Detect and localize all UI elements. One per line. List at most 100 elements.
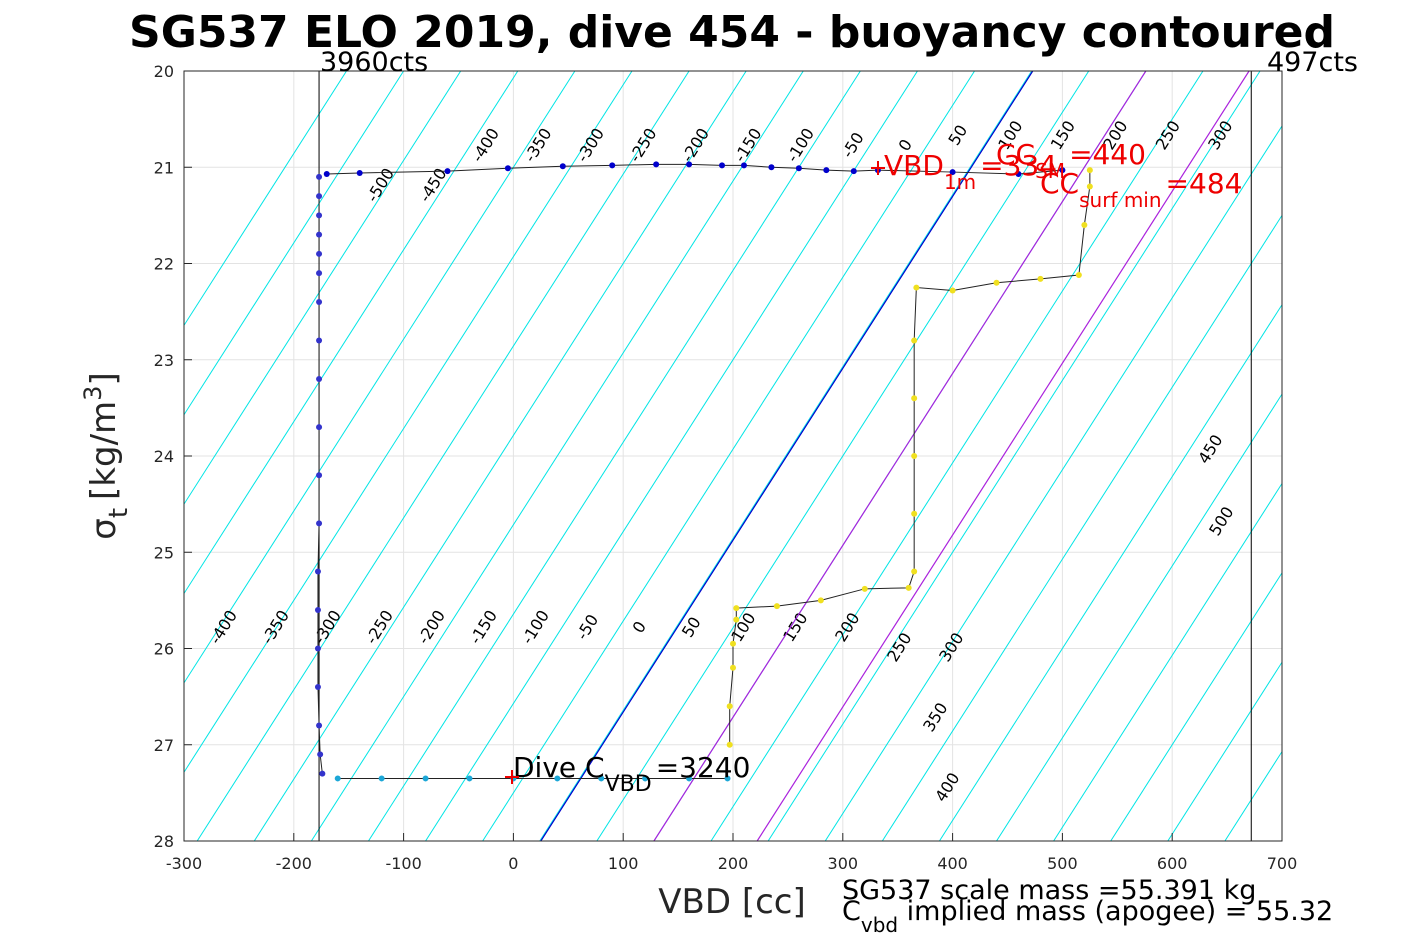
contour-line [253, 71, 747, 841]
implied-mass-text: Cvbd implied mass (apogee) = 55.32 [842, 896, 1333, 937]
y-tick-label: 27 [154, 736, 174, 755]
track-point [795, 165, 802, 172]
track-point [314, 684, 321, 690]
track-point [642, 775, 649, 782]
x-tick-label: -200 [276, 854, 312, 873]
contour-line [596, 71, 1090, 841]
marker-vbd-1m [871, 161, 885, 175]
track-point [356, 170, 363, 177]
svg-text:CCsurf min=484: CCsurf min =484 [1040, 167, 1242, 212]
x-tick-label: 500 [1047, 854, 1078, 873]
contour-line [310, 71, 804, 841]
track-point [730, 664, 736, 671]
track-line [326, 163, 1063, 175]
track-point [773, 603, 780, 610]
implied-text: implied mass (apogee) = 55.32 [898, 896, 1333, 927]
track-point [1081, 222, 1088, 228]
contour-line [1396, 71, 1417, 841]
vbd-1m-main: VBD [884, 149, 944, 182]
contour-line [1110, 571, 1282, 841]
track-point [730, 640, 736, 647]
contour-line [824, 125, 1282, 841]
track-point [314, 607, 321, 613]
contour-line [1053, 482, 1282, 841]
vline-label-right: 497cts [1267, 47, 1358, 78]
contour-line [482, 71, 975, 841]
dive-c-sub: VBD [605, 772, 652, 797]
track-point [319, 770, 326, 777]
annotation-vbd-1m: VBD1m =334 [884, 149, 1057, 194]
y-label-close: ] [84, 372, 124, 385]
track-point [554, 775, 561, 782]
scale-mass-text: SG537 scale mass =55.391 kg [842, 875, 1256, 906]
track-point [724, 775, 731, 782]
track-point [314, 645, 321, 652]
track-point [726, 741, 733, 748]
track-point [653, 161, 660, 168]
track-point [911, 568, 918, 575]
track-point [466, 775, 473, 782]
track-point [911, 510, 918, 517]
track-point [1086, 183, 1093, 190]
contour-line [184, 71, 405, 416]
contour-line [996, 393, 1282, 841]
contour-line [881, 214, 1282, 841]
x-tick-label: 700 [1267, 854, 1298, 873]
track-point [733, 605, 740, 612]
contour-line [184, 71, 633, 774]
cc-sm-main: CC [996, 138, 1035, 171]
contour-line [767, 71, 1261, 841]
y-label-sup: 3 [79, 386, 107, 401]
marker-dive-c [505, 770, 519, 784]
track-point [316, 520, 323, 527]
track-point [314, 568, 321, 575]
y-tick-label: 20 [154, 62, 174, 81]
track-point [316, 722, 323, 729]
track-point [686, 161, 693, 168]
dive-c-value: =3240 [656, 751, 751, 784]
y-axis-label: σt [kg/m3] [79, 372, 134, 539]
contour-line [1339, 71, 1417, 841]
track-point [316, 270, 323, 277]
contour-line [1167, 661, 1282, 841]
buoyancy-contours [184, 71, 1417, 841]
track-point [993, 279, 1000, 286]
annotation-dive-c: Dive CVBD=3240 [513, 751, 750, 797]
track-point [1059, 167, 1066, 174]
track-point [817, 597, 824, 604]
y-tick-label: 26 [154, 640, 174, 659]
x-tick-label: -100 [385, 854, 421, 873]
track-point [316, 337, 323, 344]
cc-sm-line [653, 71, 1147, 841]
track-point [913, 284, 920, 291]
track-point [850, 168, 857, 175]
track-point [504, 165, 511, 172]
track-point [949, 169, 956, 176]
cc-surf-value: =484 [1166, 167, 1243, 200]
contour-line [184, 71, 576, 684]
track-point [316, 250, 323, 257]
x-tick-label: 100 [608, 854, 639, 873]
track-point [911, 337, 918, 344]
cc-surf-line [756, 71, 1250, 841]
track-point [726, 703, 733, 710]
implied-sub: vbd [861, 913, 898, 937]
track-point [719, 162, 726, 169]
track-point [861, 585, 868, 592]
y-label-unit: [kg/m [84, 401, 124, 500]
track-point [949, 287, 956, 294]
y-tick-label: 21 [154, 158, 174, 177]
track-point [316, 299, 323, 305]
implied-main: C [842, 896, 861, 927]
track-point [609, 162, 616, 169]
contour-line [184, 71, 462, 506]
contour-line [939, 303, 1282, 841]
track-point [911, 395, 918, 402]
contour-line [184, 71, 347, 327]
annotation-cc-sm: CCSM =440 [996, 138, 1146, 183]
cc-surf-sub: surf min [1079, 188, 1161, 212]
svg-text:Dive CVBD=3240: Dive CVBD=3240 [513, 751, 750, 797]
vbd-1m-sub: 1m [944, 170, 976, 194]
y-tick-label: 23 [154, 351, 174, 370]
